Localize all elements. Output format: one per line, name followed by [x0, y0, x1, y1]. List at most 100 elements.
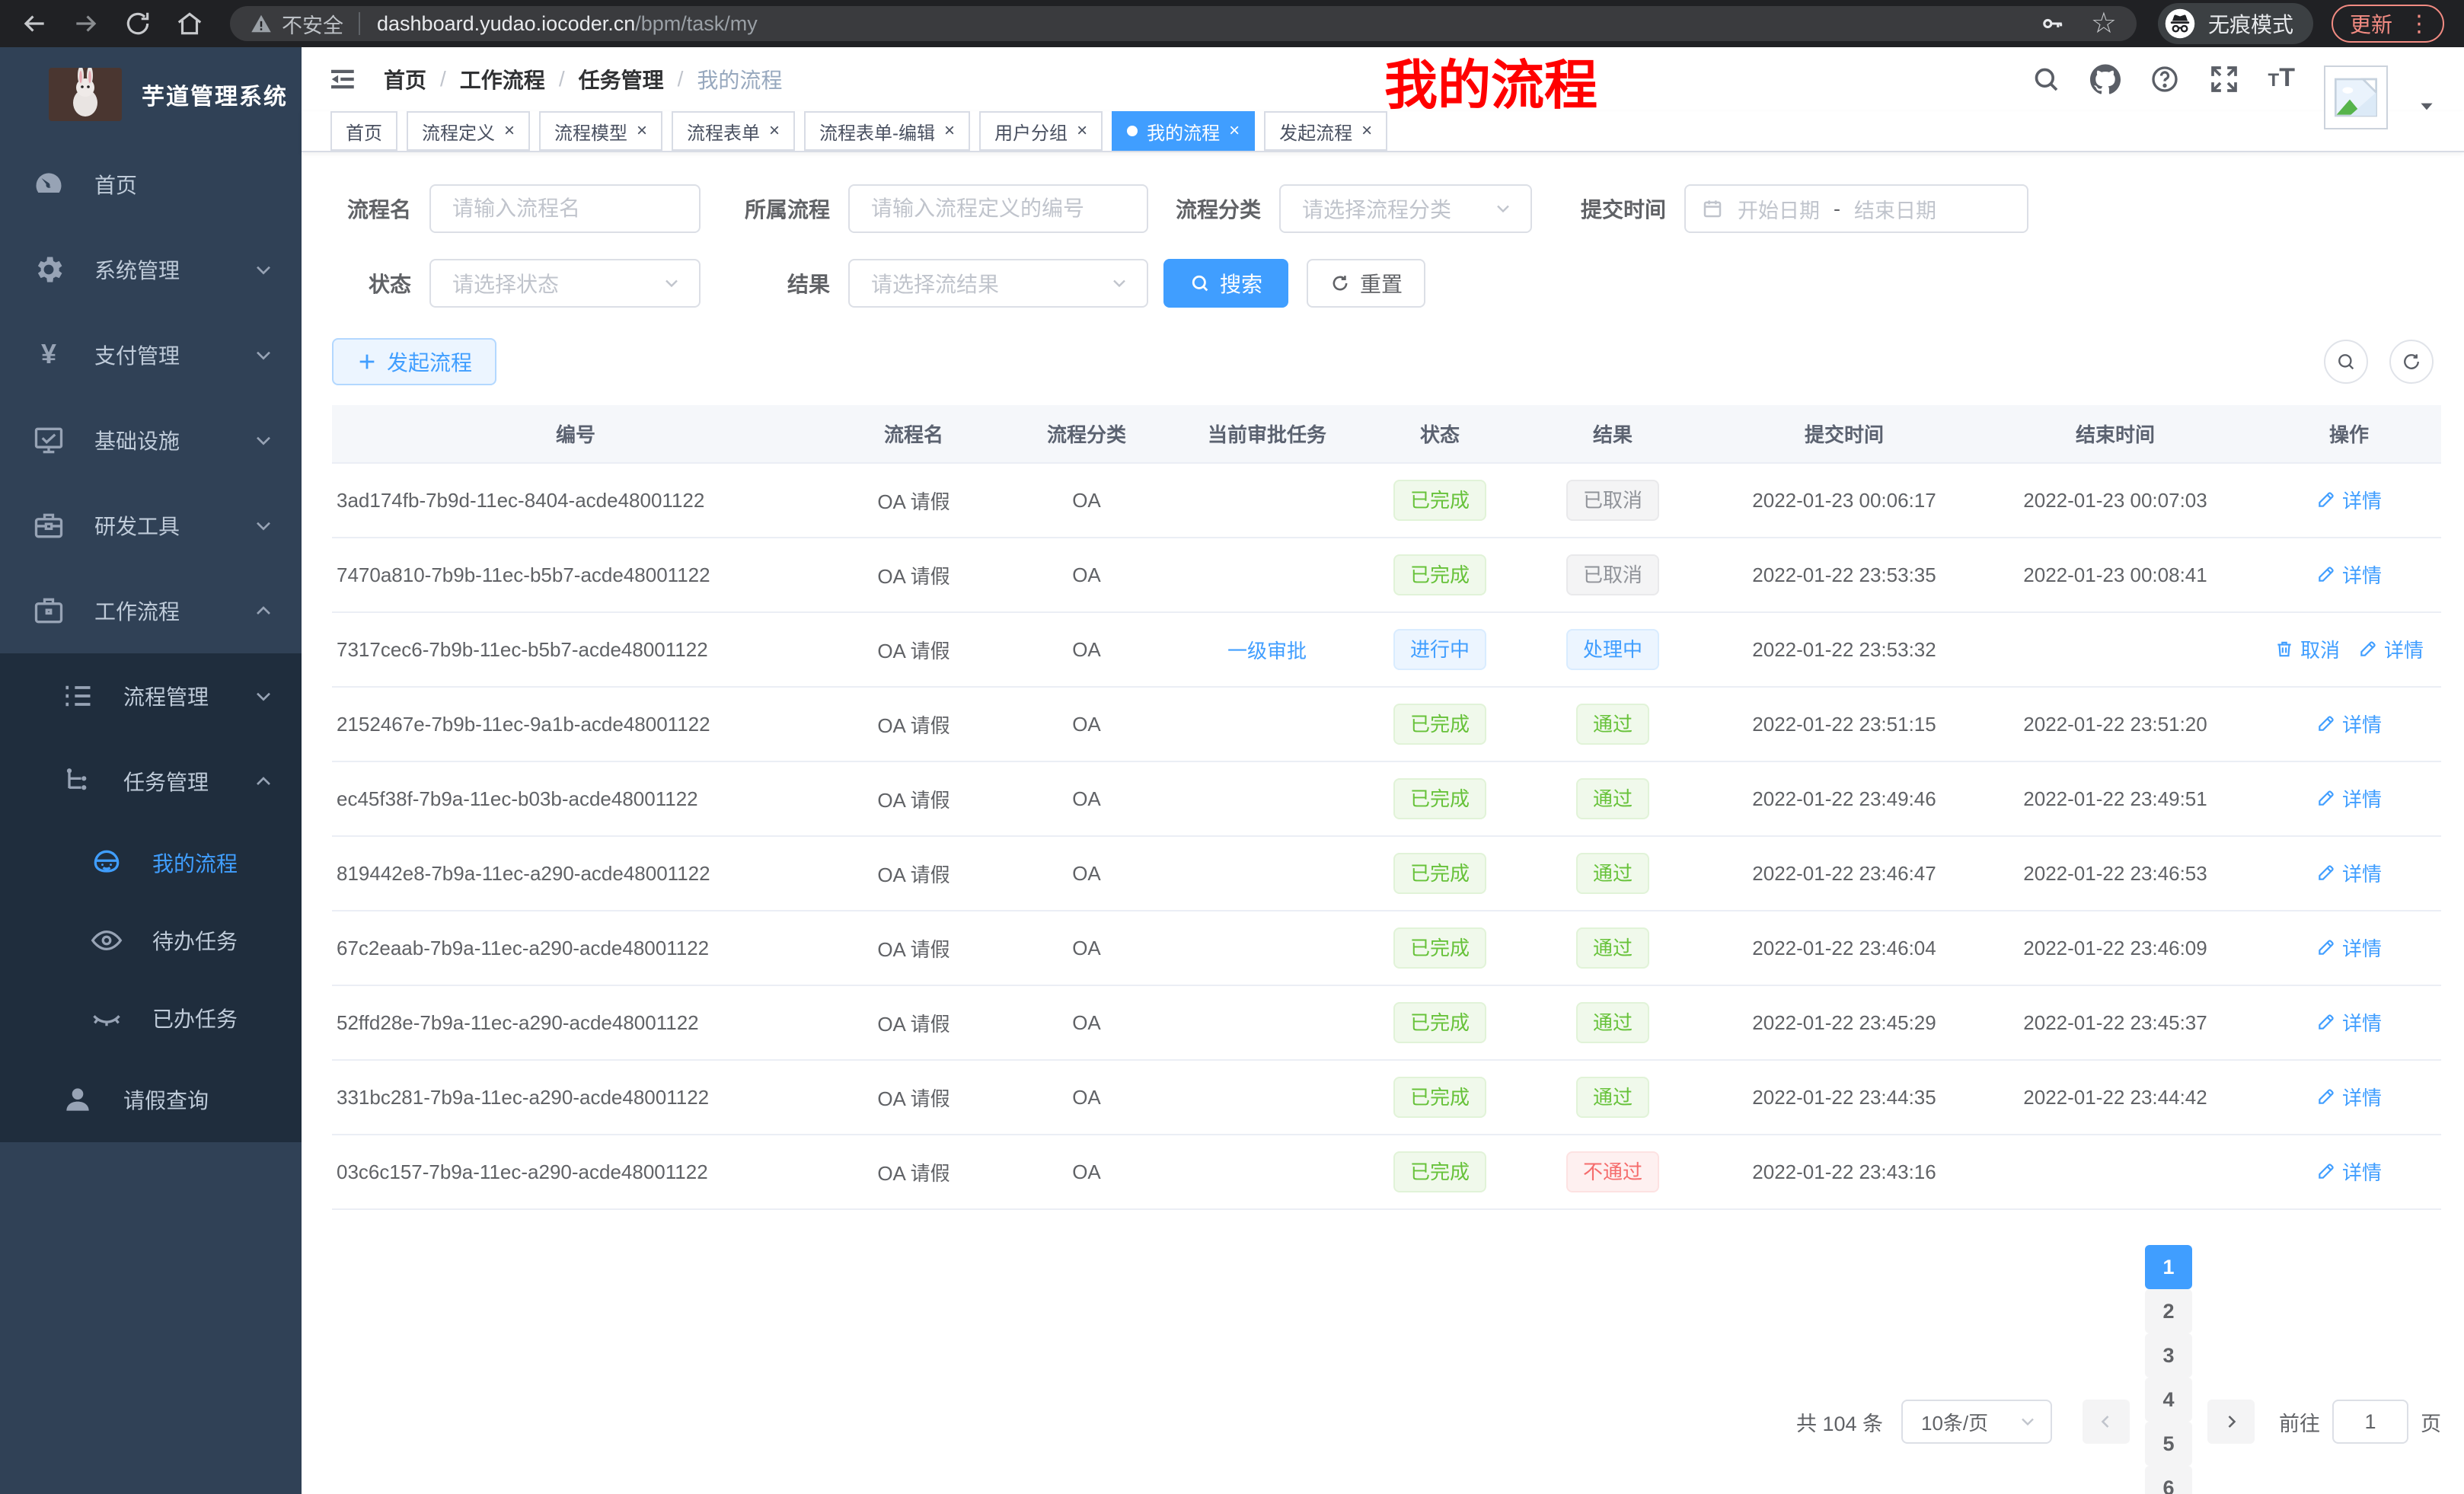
process-name-input[interactable]: [429, 184, 701, 233]
category-select[interactable]: 请选择流程分类: [1279, 184, 1532, 233]
detail-link[interactable]: 详情: [2316, 486, 2382, 514]
breadcrumb-home[interactable]: 首页: [384, 69, 427, 92]
process-name-label: 流程名: [346, 198, 411, 222]
font-size-icon[interactable]: TT: [2268, 63, 2295, 92]
page-button-6[interactable]: 6: [2145, 1466, 2192, 1494]
tab-close-icon[interactable]: ×: [1361, 120, 1373, 141]
prev-page-button[interactable]: [2083, 1400, 2130, 1444]
tab-流程表单[interactable]: 流程表单 ×: [672, 111, 796, 151]
page-button-2[interactable]: 2: [2145, 1289, 2192, 1333]
sidebar-collapse-icon[interactable]: [326, 63, 358, 95]
tab-close-icon[interactable]: ×: [637, 120, 648, 141]
cell-process-id: 03c6c157-7b9a-11ec-a290-acde48001122: [332, 1134, 819, 1210]
tab-我的流程[interactable]: 我的流程 ×: [1112, 111, 1256, 151]
sidebar-item-infrastructure[interactable]: 基础设施: [0, 397, 302, 483]
tab-发起流程[interactable]: 发起流程 ×: [1264, 111, 1388, 151]
url-path[interactable]: /bpm/task/my: [635, 11, 758, 35]
tab-close-icon[interactable]: ×: [769, 120, 780, 141]
password-key-icon[interactable]: [2039, 11, 2065, 37]
page-button-5[interactable]: 5: [2145, 1422, 2192, 1466]
page-button-1[interactable]: 1: [2145, 1245, 2192, 1289]
help-icon[interactable]: [2150, 64, 2180, 94]
tab-close-icon[interactable]: ×: [1229, 120, 1240, 141]
browser-forward-icon[interactable]: [72, 9, 101, 38]
github-icon[interactable]: [2089, 64, 2121, 94]
page-size-select[interactable]: 10条/页: [1901, 1400, 2052, 1444]
next-page-button[interactable]: [2207, 1400, 2255, 1444]
tab-close-icon[interactable]: ×: [504, 120, 515, 141]
search-button[interactable]: 搜索: [1163, 259, 1289, 308]
update-label[interactable]: 更新: [2349, 13, 2392, 37]
tab-流程表单-编辑[interactable]: 流程表单-编辑 ×: [804, 111, 971, 151]
sidebar-item-dev-tools[interactable]: 研发工具: [0, 483, 302, 568]
cell-submit-time: 2022-01-23 00:06:17: [1715, 462, 1974, 538]
reset-button[interactable]: 重置: [1307, 259, 1426, 308]
submit-time-range-picker[interactable]: 开始日期 - 结束日期: [1684, 184, 2028, 233]
detail-link[interactable]: 详情: [2358, 635, 2424, 663]
sidebar-item-home[interactable]: 首页: [0, 142, 302, 227]
start-process-button[interactable]: 发起流程: [332, 338, 497, 385]
browser-reload-icon[interactable]: [123, 9, 152, 38]
cell-current-task: [1165, 537, 1369, 612]
page-button-4[interactable]: 4: [2145, 1377, 2192, 1422]
cell-submit-time: 2022-01-22 23:53:32: [1715, 611, 1974, 687]
jump-suffix-label: 页: [2421, 1412, 2441, 1435]
refresh-table-button[interactable]: [2389, 340, 2434, 384]
jump-page-input[interactable]: [2332, 1400, 2408, 1444]
tab-流程模型[interactable]: 流程模型 ×: [539, 111, 663, 151]
show-search-toggle-button[interactable]: [2324, 340, 2368, 384]
address-bar[interactable]: 不安全 dashboard.yudao.iocoder.cn /bpm/task…: [230, 6, 2137, 41]
cell-result: 通过: [1511, 686, 1715, 761]
detail-link[interactable]: 详情: [2316, 560, 2382, 589]
browser-back-icon[interactable]: [20, 9, 49, 38]
sidebar-item-leave-query[interactable]: 请假查询: [0, 1057, 302, 1142]
sidebar-logo[interactable]: 芋道管理系统: [0, 47, 302, 142]
avatar-caret-down-icon[interactable]: [2417, 97, 2437, 117]
detail-link[interactable]: 详情: [2316, 710, 2382, 738]
sidebar-item-task-mgmt[interactable]: 任务管理: [0, 739, 302, 824]
detail-link[interactable]: 详情: [2316, 1083, 2382, 1111]
header-search-icon[interactable]: [2031, 64, 2061, 94]
owner-process-input[interactable]: [848, 184, 1148, 233]
sidebar-item-system[interactable]: 系统管理: [0, 227, 302, 312]
tab-label: 我的流程: [1147, 123, 1221, 144]
detail-link[interactable]: 详情: [2316, 1157, 2382, 1186]
browser-menu-icon[interactable]: ⋮: [2408, 11, 2430, 37]
detail-link[interactable]: 详情: [2316, 1008, 2382, 1036]
page-button-3[interactable]: 3: [2145, 1333, 2192, 1377]
cell-current-task: [1165, 686, 1369, 761]
fullscreen-icon[interactable]: [2209, 64, 2239, 94]
breadcrumb-workflow[interactable]: 工作流程: [459, 69, 545, 92]
result-select[interactable]: 请选择流结果: [848, 259, 1148, 308]
user-avatar[interactable]: [2324, 65, 2388, 129]
breadcrumb-task-mgmt[interactable]: 任务管理: [578, 69, 664, 92]
security-label[interactable]: 不安全: [282, 14, 343, 37]
detail-link[interactable]: 详情: [2316, 934, 2382, 962]
edit-icon: [2316, 1087, 2336, 1106]
bookmark-star-icon[interactable]: ☆: [2090, 8, 2117, 40]
sidebar-item-workflow[interactable]: 工作流程: [0, 568, 302, 653]
browser-update-button[interactable]: 更新 ⋮: [2331, 5, 2444, 43]
url-host[interactable]: dashboard.yudao.iocoder.cn: [377, 11, 636, 35]
cancel-link[interactable]: 取消: [2274, 635, 2340, 663]
tab-close-icon[interactable]: ×: [944, 120, 956, 141]
detail-link[interactable]: 详情: [2316, 784, 2382, 812]
sidebar-item-todo-tasks[interactable]: 待办任务: [0, 902, 302, 979]
detail-link[interactable]: 详情: [2316, 859, 2382, 887]
sidebar-item-label: 系统管理: [94, 259, 180, 283]
sidebar-item-process-mgmt[interactable]: 流程管理: [0, 653, 302, 739]
cell-actions: 详情: [2257, 910, 2441, 985]
tab-首页[interactable]: 首页: [330, 111, 397, 151]
sidebar-item-payment[interactable]: ¥ 支付管理: [0, 312, 302, 397]
current-task-link[interactable]: 一级审批: [1227, 639, 1307, 662]
status-tag: 已完成: [1393, 1002, 1486, 1043]
status-select[interactable]: 请选择状态: [429, 259, 701, 308]
tab-流程定义[interactable]: 流程定义 ×: [407, 111, 531, 151]
browser-home-icon[interactable]: [175, 9, 204, 38]
sidebar-item-done-tasks[interactable]: 已办任务: [0, 979, 302, 1057]
column-header: 流程分类: [1008, 405, 1165, 463]
sidebar-item-label: 请假查询: [123, 1089, 209, 1113]
sidebar-item-my-process[interactable]: 我的流程: [0, 824, 302, 902]
tab-用户分组[interactable]: 用户分组 ×: [979, 111, 1103, 151]
tab-close-icon[interactable]: ×: [1077, 120, 1088, 141]
